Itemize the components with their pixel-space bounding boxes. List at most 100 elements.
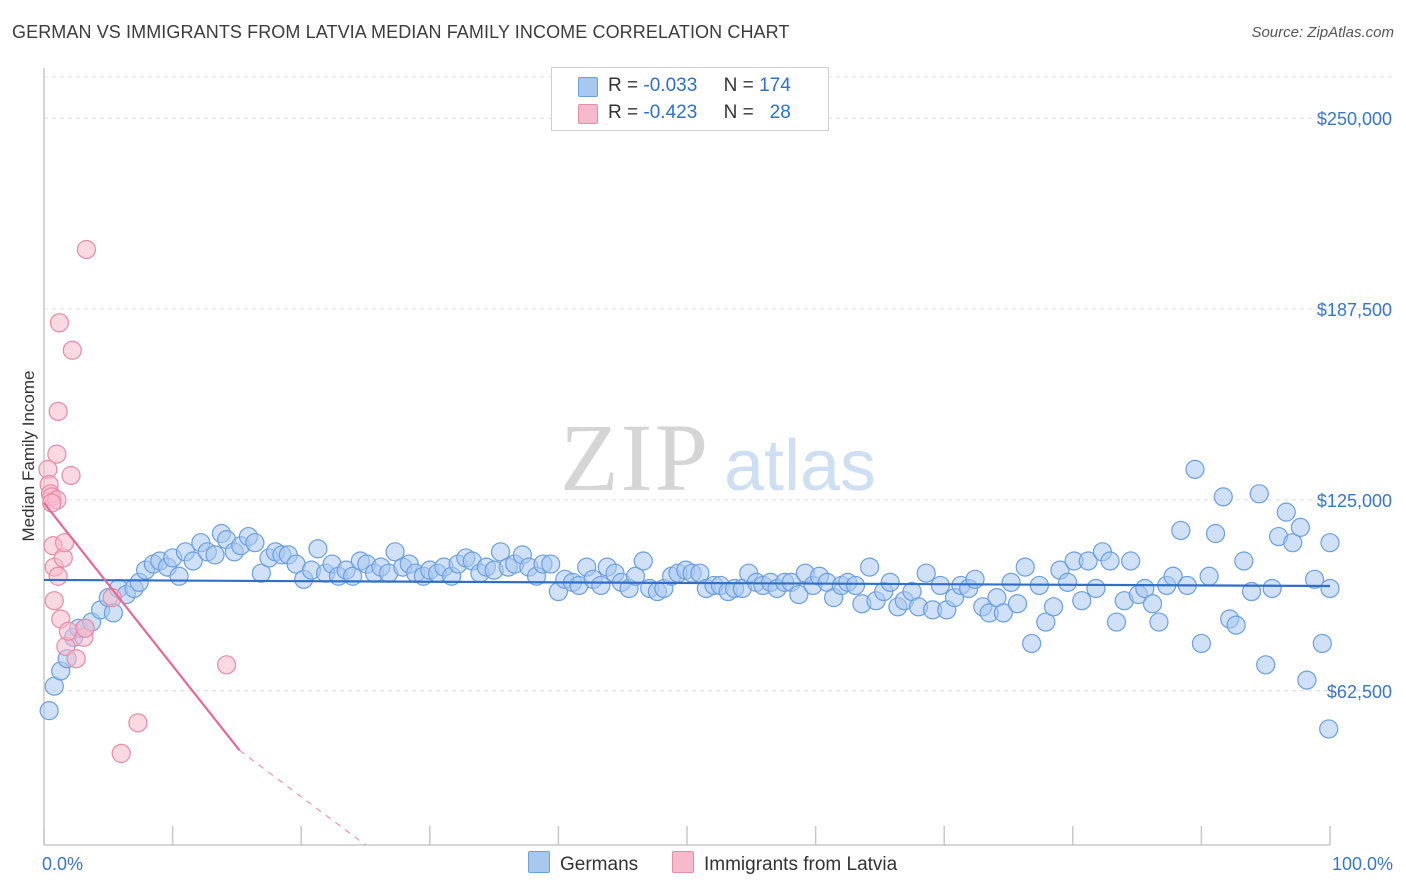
german-point xyxy=(1072,591,1092,611)
chart-title: GERMAN VS IMMIGRANTS FROM LATVIA MEDIAN … xyxy=(12,22,790,42)
watermark-zip: ZIP xyxy=(560,404,710,511)
german-point xyxy=(880,572,900,592)
bottom-legend-latvia: Immigrants from Latvia xyxy=(672,851,897,876)
german-point xyxy=(1043,597,1064,617)
bottom-legend-label-germans: Germans xyxy=(560,854,639,875)
legend-r-label: R = xyxy=(608,102,639,123)
german-point xyxy=(1036,612,1056,632)
legend-r-value: -0.423 xyxy=(643,102,698,123)
legend-swatch-latvia xyxy=(578,104,598,124)
latvia-point xyxy=(61,465,81,486)
source-label: Source: ZipAtlas.com xyxy=(1251,24,1394,41)
german-point xyxy=(490,542,511,562)
legend-n-label: N = xyxy=(723,75,754,96)
german-point xyxy=(1276,502,1296,522)
legend-box: R = -0.033 N = 174 R = -0.423 N = 28 xyxy=(551,67,829,131)
german-point xyxy=(1283,533,1303,553)
bottom-legend-swatch-germans xyxy=(528,851,550,873)
trend-lines xyxy=(43,502,1331,846)
latvia-point xyxy=(128,713,148,733)
german-point xyxy=(1149,612,1169,632)
german-point xyxy=(1256,655,1276,675)
y-tick-label: $125,000 xyxy=(1317,491,1392,511)
german-point xyxy=(993,603,1013,623)
latvia-point xyxy=(42,493,62,513)
legend-r-label: R = xyxy=(608,75,639,96)
legend-n-value: 28 xyxy=(769,102,791,123)
german-point xyxy=(39,701,59,721)
grid xyxy=(44,76,1392,692)
german-point xyxy=(1226,615,1246,635)
x-tick-label-end: 100.0% xyxy=(1332,854,1393,874)
latvia-point xyxy=(217,655,237,675)
german-point xyxy=(1022,633,1042,654)
latvia-trend-extension xyxy=(239,749,366,846)
germans-trend-line xyxy=(43,578,1331,588)
german-point xyxy=(1213,487,1233,507)
german-point xyxy=(930,575,950,596)
german-point xyxy=(251,563,271,583)
legend-swatch-germans xyxy=(578,77,598,97)
german-point xyxy=(965,569,985,589)
german-point xyxy=(183,551,203,571)
x-tick-label-start: 0.0% xyxy=(42,854,83,874)
german-point xyxy=(1297,670,1317,690)
german-point xyxy=(789,584,809,605)
german-point xyxy=(1320,578,1340,599)
german-point xyxy=(1058,572,1078,592)
german-point xyxy=(1312,633,1332,654)
german-point xyxy=(385,542,405,562)
german-point xyxy=(205,545,225,565)
legend-n-value: 174 xyxy=(759,75,791,96)
german-point xyxy=(1121,551,1141,571)
axis-labels: $62,500 $125,000 $187,500 $250,000 0.0% 100.0… xyxy=(42,109,1393,874)
latvia-point xyxy=(62,340,82,360)
latvia-point xyxy=(111,743,131,763)
legend-r-value: -0.033 xyxy=(643,75,698,96)
latvia-point xyxy=(54,533,75,553)
german-point xyxy=(1320,533,1340,553)
latvia-point xyxy=(44,591,64,611)
latvia-points xyxy=(38,239,237,763)
german-point xyxy=(1234,551,1254,571)
latvia-point xyxy=(47,444,67,464)
german-point xyxy=(1262,578,1282,599)
german-point xyxy=(1015,557,1035,577)
bottom-legend-label-latvia: Immigrants from Latvia xyxy=(704,854,898,875)
german-point xyxy=(1086,578,1106,599)
bottom-legend-swatch-latvia xyxy=(672,851,694,873)
german-point xyxy=(1001,572,1021,592)
german-point xyxy=(1290,517,1311,537)
german-point xyxy=(1106,612,1127,632)
german-point xyxy=(541,554,561,574)
german-point xyxy=(625,566,646,586)
german-point xyxy=(633,551,653,571)
latvia-point xyxy=(48,401,68,421)
german-point xyxy=(1171,520,1191,541)
latvia-point xyxy=(49,313,70,333)
german-point xyxy=(1319,719,1339,739)
germans-points xyxy=(39,459,1340,739)
german-point xyxy=(1249,484,1269,504)
legend-n-label: N = xyxy=(723,102,754,123)
german-point xyxy=(1185,459,1205,479)
german-point xyxy=(916,563,936,583)
german-point xyxy=(1100,551,1120,571)
latvia-point xyxy=(48,566,68,586)
german-point xyxy=(1142,594,1163,614)
german-point xyxy=(245,533,265,553)
latvia-point xyxy=(66,649,86,669)
latvia-point xyxy=(75,618,95,638)
german-point xyxy=(860,557,880,577)
y-axis-label: Median Family Income xyxy=(19,370,38,541)
german-point xyxy=(1199,566,1219,586)
german-point xyxy=(1191,633,1212,654)
german-point xyxy=(845,575,866,596)
german-point xyxy=(169,566,189,586)
latvia-trend-line xyxy=(43,502,241,752)
german-point xyxy=(1135,578,1155,599)
legend-text-latvia: R = -0.423 N = 28 xyxy=(608,102,791,124)
german-point xyxy=(1304,569,1325,589)
german-point xyxy=(591,575,611,596)
